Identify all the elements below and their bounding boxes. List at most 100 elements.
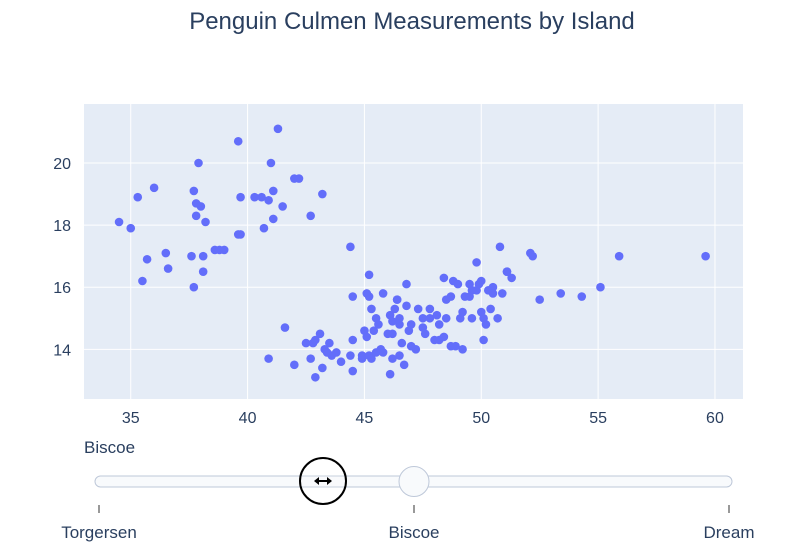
data-point: [430, 335, 439, 345]
data-point: [406, 341, 416, 351]
data-point: [472, 258, 481, 267]
data-point: [325, 338, 334, 348]
data-point: [346, 242, 355, 252]
data-point: [367, 304, 376, 314]
data-point: [465, 292, 474, 301]
data-point: [476, 276, 486, 286]
data-point: [318, 189, 327, 199]
data-point: [451, 341, 460, 351]
data-point: [493, 313, 502, 323]
data-point: [142, 254, 152, 264]
data-point: [495, 242, 505, 252]
data-point: [266, 158, 276, 168]
data-point: [259, 223, 269, 233]
data-point: [236, 230, 245, 239]
data-point: [268, 186, 278, 196]
data-point: [577, 292, 587, 301]
slider-step-label[interactable]: Torgersen: [61, 523, 137, 542]
data-point: [376, 345, 386, 354]
data-point: [290, 360, 299, 370]
data-point: [133, 192, 143, 202]
data-point: [488, 282, 498, 292]
data-point: [425, 313, 435, 323]
data-point: [219, 245, 229, 255]
data-point: [163, 264, 173, 273]
data-point: [306, 354, 315, 363]
x-tick-label: 60: [706, 410, 724, 427]
data-point: [385, 369, 395, 379]
data-point: [535, 295, 544, 304]
data-point: [189, 282, 199, 292]
data-point: [126, 223, 136, 233]
data-point: [413, 304, 423, 314]
slider-step-label[interactable]: Dream: [703, 523, 754, 542]
data-point: [278, 202, 287, 211]
slider-handle[interactable]: [398, 466, 430, 497]
data-point: [114, 217, 124, 227]
data-point: [268, 214, 278, 224]
data-point: [701, 251, 710, 261]
data-point: [397, 338, 407, 348]
data-point: [406, 320, 416, 329]
data-point: [395, 313, 404, 323]
data-point: [201, 217, 210, 227]
data-point: [346, 351, 355, 360]
data-point: [502, 267, 512, 276]
data-point: [388, 317, 397, 326]
data-point: [399, 360, 409, 370]
data-point: [402, 279, 411, 289]
data-point: [392, 295, 402, 304]
data-point: [441, 313, 451, 323]
data-point: [439, 332, 449, 342]
drag-cursor-icon: [299, 457, 347, 505]
data-point: [322, 348, 332, 357]
data-point: [149, 183, 159, 193]
axis-ticks: 35 40 45 50 55 60 14 16 18 20: [53, 156, 724, 427]
y-tick-label: 18: [53, 218, 71, 235]
data-point: [498, 289, 507, 298]
data-point: [434, 320, 444, 329]
data-point: [432, 310, 442, 320]
data-point: [348, 335, 358, 345]
slider-step-label[interactable]: Biscoe: [388, 523, 439, 542]
data-point: [479, 335, 488, 345]
x-tick-label: 50: [472, 410, 490, 427]
data-point: [369, 326, 379, 335]
chart-title: Penguin Culmen Measurements by Island: [189, 8, 635, 35]
x-tick-label: 55: [589, 410, 607, 427]
y-tick-label: 16: [53, 280, 71, 297]
data-point: [301, 338, 311, 348]
data-point: [488, 289, 498, 298]
data-point: [402, 301, 411, 311]
data-point: [481, 320, 491, 329]
data-point: [507, 273, 516, 283]
plot-area: [84, 104, 743, 399]
data-point: [556, 289, 566, 298]
data-point: [315, 329, 325, 339]
data-point: [318, 363, 327, 373]
data-point: [348, 366, 358, 376]
data-point: [596, 282, 605, 292]
data-point: [388, 354, 397, 363]
data-point: [362, 332, 372, 342]
data-point: [458, 345, 467, 354]
x-tick-label: 45: [356, 410, 374, 427]
data-point: [250, 192, 259, 202]
data-point: [138, 276, 147, 286]
data-point: [280, 323, 290, 332]
data-point: [264, 195, 273, 205]
data-point: [311, 335, 320, 345]
data-point: [233, 136, 243, 146]
y-tick-label: 20: [53, 156, 71, 173]
x-tick-label: 35: [122, 410, 140, 427]
data-point: [453, 279, 463, 289]
data-point: [367, 354, 376, 363]
data-point: [191, 211, 201, 221]
slider-steps: Torgersen Biscoe Dream: [61, 505, 755, 542]
data-point: [526, 248, 535, 258]
data-point: [311, 372, 320, 382]
data-point: [348, 292, 358, 301]
data-point: [198, 267, 208, 276]
data-point: [467, 313, 477, 323]
